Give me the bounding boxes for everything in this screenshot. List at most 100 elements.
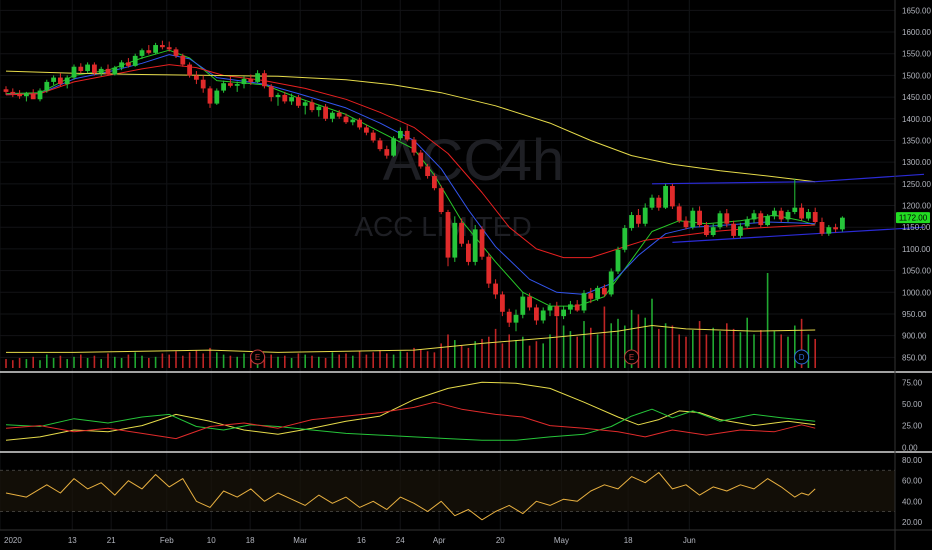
candle-body xyxy=(486,256,492,284)
candle-body xyxy=(234,84,240,86)
candle-body xyxy=(364,127,369,133)
volume-bar xyxy=(644,317,646,368)
candle-body xyxy=(588,293,594,299)
candle-body xyxy=(166,47,172,50)
grid-lines xyxy=(0,0,895,530)
di_plus-line xyxy=(5,408,816,441)
candle-body xyxy=(602,287,607,295)
axis-tick-label: 850.00 xyxy=(902,353,927,362)
candle-body xyxy=(561,309,566,317)
volume-bar xyxy=(433,352,436,368)
volume-bar xyxy=(549,334,551,368)
volume-bar xyxy=(603,306,606,368)
axis-tick-label: 60.00 xyxy=(902,477,923,486)
axis-tick-label: 1000.00 xyxy=(902,288,931,297)
volume-average xyxy=(6,325,816,353)
candle-body xyxy=(520,296,526,315)
volume-bar xyxy=(318,356,320,368)
rsi-line xyxy=(5,472,816,521)
time-tick-label: Feb xyxy=(160,536,174,545)
candle-body xyxy=(833,227,838,230)
candle-body xyxy=(642,207,648,224)
volume-bar xyxy=(535,341,538,368)
volume-bar xyxy=(25,359,28,368)
volume-bar xyxy=(746,317,748,368)
time-tick-label: 13 xyxy=(68,536,77,545)
candle-body xyxy=(466,243,471,262)
candle-body xyxy=(506,311,512,323)
volume-bar xyxy=(712,327,714,368)
volume-bar xyxy=(617,318,619,368)
rsi-band-fill xyxy=(0,470,895,512)
volume-bar xyxy=(311,355,313,368)
candle-body xyxy=(3,89,9,92)
volume-bar xyxy=(358,351,361,368)
volume-bar xyxy=(406,352,408,368)
trend-lines[interactable] xyxy=(651,173,925,243)
axis-tick-label: 1500.00 xyxy=(902,71,931,80)
candle-body xyxy=(738,226,743,236)
candle-body xyxy=(71,66,77,78)
trend-line xyxy=(651,173,925,185)
candle-body xyxy=(452,222,458,258)
time-tick-label: May xyxy=(554,536,569,545)
volume-bar xyxy=(440,343,442,368)
volume-bar xyxy=(522,336,524,368)
volume-bar xyxy=(188,352,191,368)
candle-body xyxy=(751,213,757,220)
volume-bar xyxy=(576,336,578,368)
candle-body xyxy=(214,90,220,104)
volume-bar xyxy=(66,359,68,368)
candle-body xyxy=(370,132,376,141)
candle-body xyxy=(343,116,349,123)
axis-tick-label: 1150.00 xyxy=(902,223,931,232)
volume-bar xyxy=(392,354,395,368)
candle-body xyxy=(119,62,124,68)
volume-bar xyxy=(5,359,7,368)
axis-tick-label: 40.00 xyxy=(902,497,923,506)
candle-body xyxy=(479,229,485,257)
volume-bar xyxy=(637,314,640,368)
volume-bar xyxy=(753,334,755,368)
last-price-text: 1172.00 xyxy=(899,214,928,223)
volume-bar xyxy=(556,317,558,368)
axis-tick-label: 1300.00 xyxy=(902,158,931,167)
volume-bar xyxy=(277,356,279,368)
volume-bar xyxy=(114,356,116,368)
time-axis-labels[interactable]: 2020 13 21 Feb 10 18 Mar 16 24 Apr 20 May 18 Jun xyxy=(4,536,696,545)
candle-body xyxy=(568,304,573,310)
candle-body xyxy=(194,75,199,80)
candle-body xyxy=(710,227,716,236)
candle-body xyxy=(812,212,818,222)
candle-body xyxy=(704,225,709,236)
time-tick-label: Jun xyxy=(683,536,696,545)
candle-body xyxy=(717,213,723,228)
candle-body xyxy=(595,287,600,299)
candle-body xyxy=(676,206,682,221)
time-tick-label: 2020 xyxy=(4,536,22,545)
volume-bar xyxy=(154,356,157,368)
candle-body xyxy=(58,77,63,85)
volume-bar xyxy=(270,354,272,368)
volume-bar xyxy=(141,355,143,368)
axis-tick-label: 1050.00 xyxy=(902,267,931,276)
volume-bar xyxy=(739,332,742,368)
volume-bar xyxy=(474,341,476,368)
candle-body xyxy=(513,314,519,323)
volume-bar xyxy=(202,353,204,368)
volume-bar xyxy=(467,347,470,368)
volume-bar xyxy=(760,330,762,368)
price-axis-labels[interactable]: 1650.00 1600.00 1550.00 1500.00 1450.00 1400.… xyxy=(902,6,931,526)
volume-bar xyxy=(399,351,402,368)
candle-body xyxy=(64,77,70,85)
candle-body xyxy=(92,64,97,74)
candle-body xyxy=(615,249,621,272)
candle-body xyxy=(282,94,288,102)
ema_slow-line xyxy=(5,64,816,259)
volume-bar xyxy=(12,360,14,368)
volume-bar xyxy=(195,350,198,368)
volume-bar xyxy=(243,353,245,368)
